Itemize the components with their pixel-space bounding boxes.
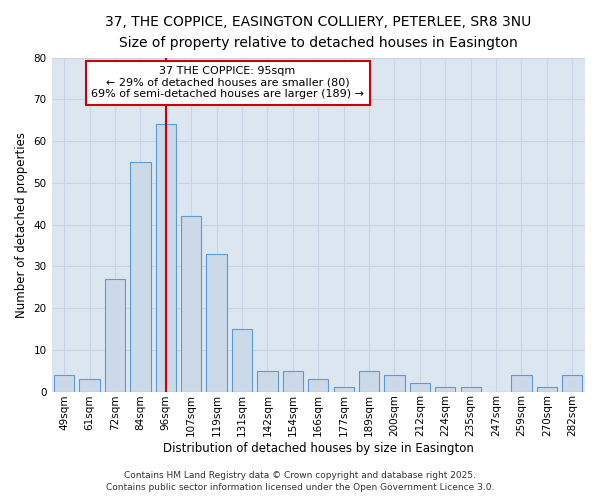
Bar <box>130 162 151 392</box>
Y-axis label: Number of detached properties: Number of detached properties <box>15 132 28 318</box>
Bar <box>181 216 202 392</box>
Bar <box>334 388 354 392</box>
Bar <box>79 379 100 392</box>
Bar <box>206 254 227 392</box>
Bar <box>105 279 125 392</box>
Bar <box>435 388 455 392</box>
Bar <box>232 329 252 392</box>
Bar <box>155 124 176 392</box>
Bar <box>308 379 328 392</box>
Bar <box>511 375 532 392</box>
Bar <box>283 370 303 392</box>
Text: 37 THE COPPICE: 95sqm
← 29% of detached houses are smaller (80)
69% of semi-deta: 37 THE COPPICE: 95sqm ← 29% of detached … <box>91 66 364 100</box>
Bar <box>257 370 278 392</box>
Bar <box>461 388 481 392</box>
Bar <box>54 375 74 392</box>
Bar <box>410 383 430 392</box>
Bar <box>562 375 583 392</box>
Bar <box>537 388 557 392</box>
Bar <box>359 370 379 392</box>
X-axis label: Distribution of detached houses by size in Easington: Distribution of detached houses by size … <box>163 442 474 455</box>
Text: Contains HM Land Registry data © Crown copyright and database right 2025.
Contai: Contains HM Land Registry data © Crown c… <box>106 471 494 492</box>
Bar <box>385 375 404 392</box>
Title: 37, THE COPPICE, EASINGTON COLLIERY, PETERLEE, SR8 3NU
Size of property relative: 37, THE COPPICE, EASINGTON COLLIERY, PET… <box>105 15 532 50</box>
